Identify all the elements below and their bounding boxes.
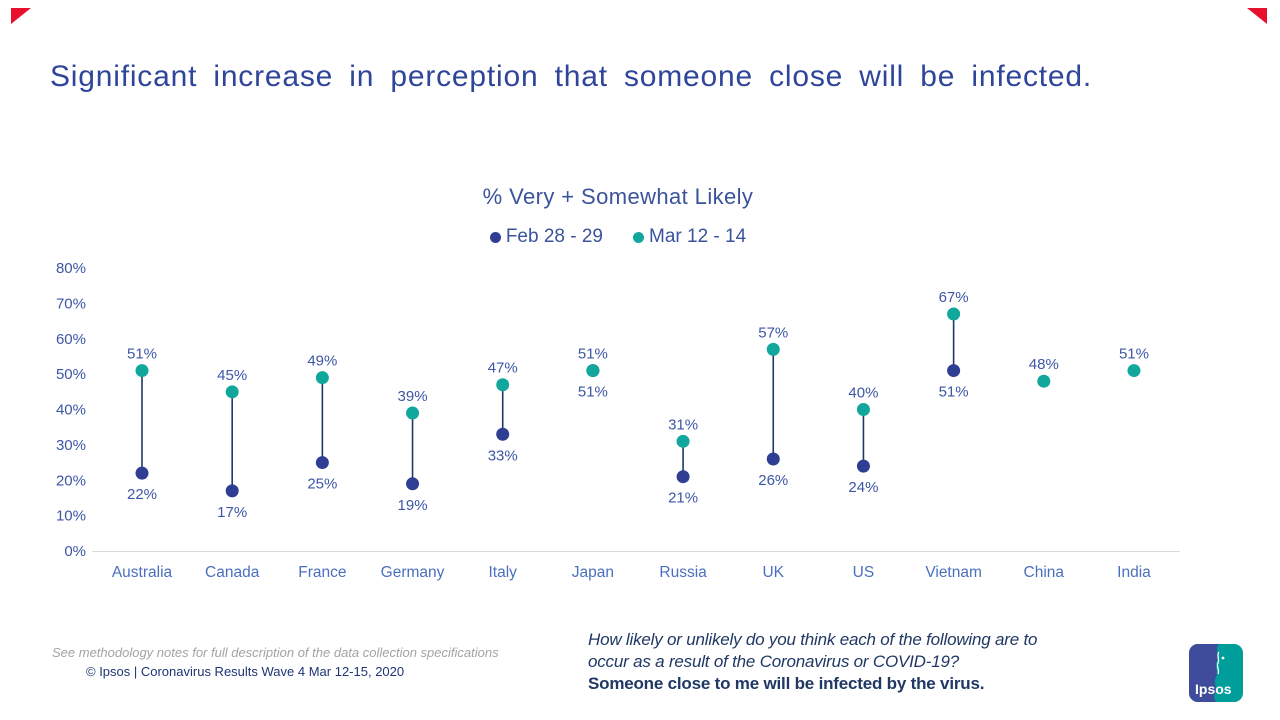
- copyright-line: © Ipsos | Coronavirus Results Wave 4 Mar…: [86, 664, 405, 679]
- dot-mar-japan: [586, 364, 600, 378]
- dot-feb-germany: [406, 477, 420, 491]
- dot-feb-russia: [676, 470, 690, 484]
- corner-accent-right-icon: [1247, 8, 1267, 24]
- question-line-2: occur as a result of the Coronavirus or …: [588, 652, 959, 671]
- value-label-feb-vietnam: 51%: [939, 384, 969, 401]
- value-label-mar-italy: 47%: [488, 360, 518, 377]
- value-label-mar-china: 48%: [1029, 356, 1059, 373]
- question-line-1: How likely or unlikely do you think each…: [588, 630, 1038, 649]
- dot-feb-australia: [135, 466, 149, 480]
- category-label-australia: Australia: [112, 564, 173, 581]
- legend-item-mar: Mar 12 - 14: [633, 226, 746, 248]
- survey-question-block: How likely or unlikely do you think each…: [588, 629, 1128, 695]
- value-label-mar-vietnam: 67%: [939, 289, 969, 306]
- logo-blue-half: [1189, 644, 1219, 702]
- dot-feb-uk: [766, 452, 780, 466]
- corner-accent-left-icon: [11, 8, 31, 24]
- value-label-feb-france: 25%: [307, 476, 337, 493]
- category-label-russia: Russia: [659, 564, 707, 581]
- chart-legend: Feb 28 - 29 Mar 12 - 14: [0, 226, 1236, 248]
- value-label-feb-us: 24%: [848, 479, 878, 496]
- category-label-japan: Japan: [572, 564, 614, 581]
- dot-mar-france: [315, 371, 329, 385]
- value-label-feb-germany: 19%: [398, 497, 428, 514]
- y-tick-label-80%: 80%: [56, 260, 86, 277]
- dot-feb-vietnam: [947, 364, 961, 378]
- value-label-mar-russia: 31%: [668, 416, 698, 433]
- y-tick-label-20%: 20%: [56, 472, 86, 489]
- y-tick-label-40%: 40%: [56, 402, 86, 419]
- dot-mar-russia: [676, 434, 690, 448]
- legend-label-mar: Mar 12 - 14: [649, 226, 747, 247]
- y-tick-label-50%: 50%: [56, 366, 86, 383]
- category-label-france: France: [298, 564, 346, 581]
- methodology-note: See methodology notes for full descripti…: [52, 645, 499, 660]
- dot-mar-italy: [496, 378, 510, 392]
- category-label-canada: Canada: [205, 564, 260, 581]
- chart-title: % Very + Somewhat Likely: [482, 184, 754, 209]
- dot-feb-italy: [496, 427, 510, 441]
- value-label-mar-france: 49%: [307, 353, 337, 370]
- dot-feb-france: [315, 456, 329, 470]
- y-tick-label-70%: 70%: [56, 295, 86, 312]
- value-label-feb-japan: 51%: [578, 384, 608, 401]
- value-label-feb-russia: 21%: [668, 490, 698, 507]
- value-label-feb-australia: 22%: [127, 486, 157, 503]
- value-label-mar-india: 51%: [1119, 346, 1149, 363]
- legend-dot-feb-icon: [489, 231, 501, 243]
- category-label-china: China: [1024, 564, 1065, 581]
- y-tick-label-10%: 10%: [56, 508, 86, 525]
- y-tick-label-30%: 30%: [56, 437, 86, 454]
- dot-mar-canada: [225, 385, 239, 399]
- category-label-germany: Germany: [381, 564, 445, 581]
- value-label-mar-uk: 57%: [758, 324, 788, 341]
- dot-feb-canada: [225, 484, 239, 498]
- value-label-mar-japan: 51%: [578, 346, 608, 363]
- question-statement: Someone close to me will be infected by …: [588, 674, 985, 693]
- y-tick-label-0%: 0%: [64, 543, 86, 560]
- category-label-india: India: [1117, 564, 1151, 581]
- category-label-italy: Italy: [489, 564, 518, 581]
- dot-feb-us: [856, 459, 870, 473]
- logo-wordmark: Ipsos: [1195, 681, 1232, 697]
- dot-mar-vietnam: [947, 307, 961, 321]
- value-label-mar-australia: 51%: [127, 346, 157, 363]
- value-label-feb-uk: 26%: [758, 472, 788, 489]
- legend-dot-mar-icon: [633, 231, 644, 243]
- category-label-uk: UK: [762, 564, 784, 581]
- value-label-mar-germany: 39%: [398, 388, 428, 405]
- logo-face-eye-icon: [1221, 656, 1225, 660]
- y-tick-label-60%: 60%: [56, 331, 86, 348]
- ipsos-logo: Ipsos: [1189, 644, 1243, 702]
- value-label-mar-canada: 45%: [217, 367, 247, 384]
- dot-mar-uk: [766, 342, 780, 356]
- dot-mar-india: [1127, 364, 1141, 378]
- category-label-us: US: [853, 564, 875, 581]
- slide-title: Significant increase in perception that …: [50, 60, 1092, 93]
- dot-mar-germany: [406, 406, 420, 420]
- logo-face-profile-icon: [1216, 651, 1220, 675]
- value-label-mar-us: 40%: [848, 385, 878, 402]
- dot-mar-us: [856, 403, 870, 416]
- dot-mar-china: [1037, 374, 1051, 388]
- dot-mar-australia: [135, 364, 149, 378]
- legend-item-feb: Feb 28 - 29: [489, 226, 603, 248]
- legend-label-feb: Feb 28 - 29: [505, 226, 603, 247]
- value-label-feb-italy: 33%: [488, 447, 518, 464]
- category-label-vietnam: Vietnam: [925, 564, 982, 581]
- value-label-feb-canada: 17%: [217, 504, 247, 521]
